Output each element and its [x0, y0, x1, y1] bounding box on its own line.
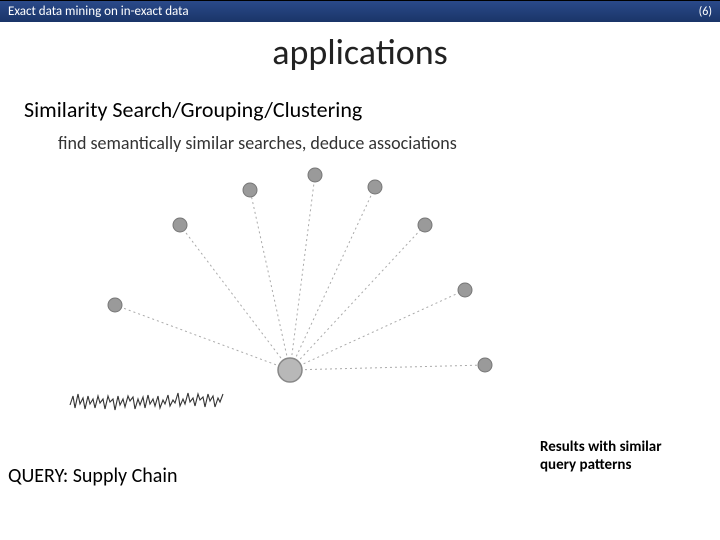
similarity-diagram [40, 155, 520, 425]
slide-title: applications [0, 30, 720, 74]
query-label: QUERY: Supply Chain [8, 464, 177, 488]
section-description: find semantically similar searches, dedu… [58, 132, 457, 154]
titlebar-page: (6) [699, 5, 712, 19]
section-heading: Similarity Search/Grouping/Clustering [24, 96, 362, 123]
results-label: Results with similar query patterns [540, 438, 700, 474]
title-bar: Exact data mining on in-exact data (6) [0, 0, 720, 22]
titlebar-text: Exact data mining on in-exact data [8, 4, 699, 19]
